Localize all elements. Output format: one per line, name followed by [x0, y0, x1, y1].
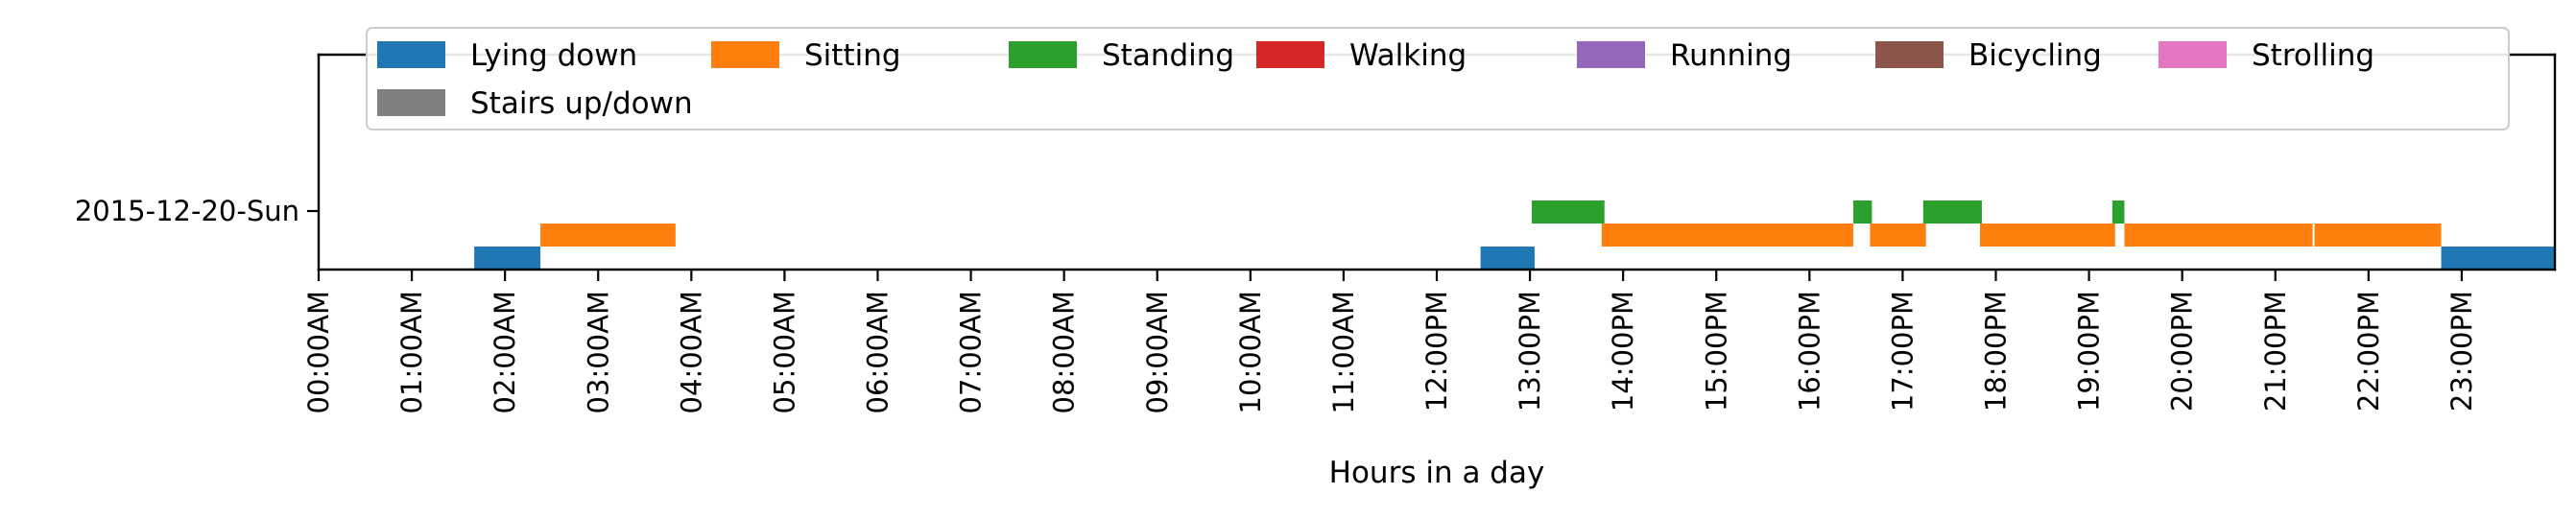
- activity-segments: [474, 200, 2555, 270]
- segment-sitting: [540, 224, 676, 247]
- x-tick-label: 07:00AM: [955, 291, 988, 413]
- x-tick-label: 00:00AM: [302, 291, 335, 413]
- x-tick-label: 10:00AM: [1234, 291, 1267, 413]
- x-tick-label: 04:00AM: [675, 291, 707, 413]
- segment-lying-down: [1480, 247, 1535, 270]
- legend-label: Running: [1670, 38, 1792, 73]
- legend-label: Standing: [1102, 38, 1234, 73]
- segment-standing: [2111, 200, 2125, 224]
- x-tick-label: 20:00PM: [2166, 291, 2199, 412]
- x-tick-label: 05:00AM: [768, 291, 800, 413]
- legend-swatch: [377, 41, 445, 68]
- segment-standing: [1532, 200, 1605, 224]
- legend-label: Stairs up/down: [470, 86, 693, 121]
- legend-frame: [366, 27, 2510, 130]
- x-tick-label: 18:00PM: [1980, 291, 2013, 412]
- x-tick-label: 01:00AM: [395, 291, 428, 413]
- segment-sitting: [1601, 224, 1853, 247]
- segment-lying-down: [474, 247, 541, 270]
- x-tick-label: 11:00AM: [1327, 291, 1360, 413]
- x-tick-label: 14:00PM: [1607, 291, 1639, 412]
- x-tick-label: 16:00PM: [1793, 291, 1825, 412]
- x-tick-label: 02:00AM: [489, 291, 521, 413]
- x-axis-ticks: 00:00AM 01:00AM 02:00AM 03:00AM 04:00AM 05:00…: [302, 270, 2478, 413]
- legend-swatch: [1009, 41, 1077, 68]
- segment-standing: [1852, 200, 1872, 224]
- x-tick-label: 23:00PM: [2445, 291, 2478, 412]
- legend-label: Strolling: [2252, 38, 2374, 73]
- legend-label: Lying down: [470, 38, 637, 73]
- segment-sitting: [2156, 224, 2313, 247]
- y-tick-label: 2015-12-20-Sun: [75, 195, 299, 227]
- x-tick-label: 12:00PM: [1420, 291, 1453, 412]
- segment-sitting: [2124, 224, 2157, 247]
- y-axis-ticks: 2015-12-20-Sun: [75, 195, 319, 227]
- segment-sitting: [2314, 224, 2442, 247]
- segment-standing: [1922, 200, 1982, 224]
- segment-lying-down: [2441, 247, 2555, 270]
- legend-swatch: [1256, 41, 1324, 68]
- legend-swatch: [377, 89, 445, 116]
- x-tick-label: 21:00PM: [2259, 291, 2292, 412]
- x-tick-label: 09:00AM: [1141, 291, 1174, 413]
- legend-swatch: [2159, 41, 2227, 68]
- segment-sitting: [1979, 224, 2115, 247]
- x-tick-label: 13:00PM: [1514, 291, 1546, 412]
- x-tick-label: 06:00AM: [862, 291, 894, 413]
- legend-swatch: [711, 41, 779, 68]
- legend-swatch: [1577, 41, 1645, 68]
- legend-label: Bicycling: [1968, 38, 2102, 73]
- legend-swatch: [1875, 41, 1944, 68]
- x-tick-label: 19:00PM: [2073, 291, 2106, 412]
- x-tick-label: 15:00PM: [1700, 291, 1732, 412]
- x-axis-label: Hours in a day: [1329, 456, 1545, 490]
- legend-label: Sitting: [804, 38, 901, 73]
- segment-sitting: [1870, 224, 1926, 247]
- legend: Lying down Sitting Standing Walking Running B…: [366, 27, 2510, 130]
- x-tick-label: 22:00PM: [2352, 291, 2385, 412]
- x-tick-label: 08:00AM: [1048, 291, 1081, 413]
- x-tick-label: 17:00PM: [1886, 291, 1919, 412]
- x-tick-label: 03:00AM: [582, 291, 614, 413]
- legend-label: Walking: [1349, 38, 1467, 73]
